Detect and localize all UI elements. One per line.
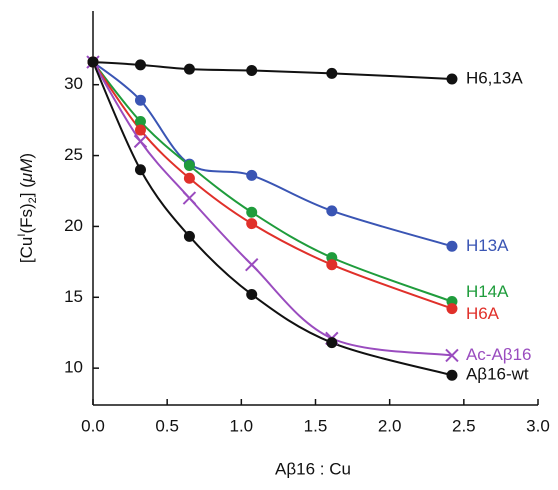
point — [182, 191, 197, 205]
fit-curve — [92, 61, 453, 248]
point — [246, 288, 258, 300]
series-label: H14A — [466, 282, 509, 301]
series-label: H13A — [466, 236, 509, 255]
x-tick-label: 0.5 — [155, 416, 179, 435]
point — [326, 337, 338, 349]
point — [445, 348, 459, 363]
point — [183, 63, 195, 75]
point — [246, 206, 258, 218]
y-label-part: [Cu — [17, 237, 36, 263]
y-axis-label: [CuI(Fs)2] (μM) — [16, 153, 39, 263]
point — [134, 164, 146, 176]
point — [183, 159, 195, 171]
point — [134, 94, 146, 106]
y-tick-label: 25 — [64, 145, 83, 164]
series-label: H6,13A — [466, 69, 523, 88]
point — [246, 169, 258, 181]
point — [446, 240, 458, 252]
point — [246, 218, 258, 230]
y-tick-label: 10 — [64, 358, 83, 377]
y-label-part: ] ( — [17, 182, 36, 197]
fit-curve — [92, 61, 453, 377]
y-label-part: (Fs) — [17, 203, 36, 233]
point — [446, 369, 458, 381]
point — [326, 259, 338, 271]
fit-curve — [92, 61, 453, 310]
x-tick-label: 1.0 — [230, 416, 254, 435]
x-tick-label: 0.0 — [81, 416, 105, 435]
point — [245, 257, 259, 272]
point — [183, 172, 195, 184]
x-tick-label: 2.5 — [452, 416, 476, 435]
fit-curve — [92, 61, 453, 357]
point — [134, 116, 146, 128]
point — [246, 65, 258, 77]
y-label-part: ) — [17, 153, 36, 159]
y-tick-label: 20 — [64, 216, 83, 235]
point — [87, 56, 99, 68]
series-label: H6A — [466, 304, 500, 323]
y-tick-label: 15 — [64, 287, 83, 306]
y-label-part: μM — [17, 158, 36, 183]
point — [134, 124, 146, 136]
point — [133, 134, 148, 149]
point — [446, 73, 458, 85]
y-tick-label: 30 — [64, 74, 83, 93]
fit-curve — [92, 61, 453, 81]
x-tick-label: 1.5 — [304, 416, 328, 435]
y-label-part: I — [16, 234, 28, 237]
x-tick-label: 3.0 — [526, 416, 550, 435]
x-axis-label: Aβ16 : Cu — [275, 459, 351, 478]
point — [134, 59, 146, 71]
point — [446, 303, 458, 315]
x-tick-label: 2.0 — [378, 416, 402, 435]
series-label: Aβ16-wt — [466, 365, 529, 384]
point — [183, 230, 195, 242]
y-label-part: 2 — [27, 197, 39, 203]
point — [326, 67, 338, 79]
series-label: Ac-Aβ16 — [466, 345, 532, 364]
point — [326, 205, 338, 217]
